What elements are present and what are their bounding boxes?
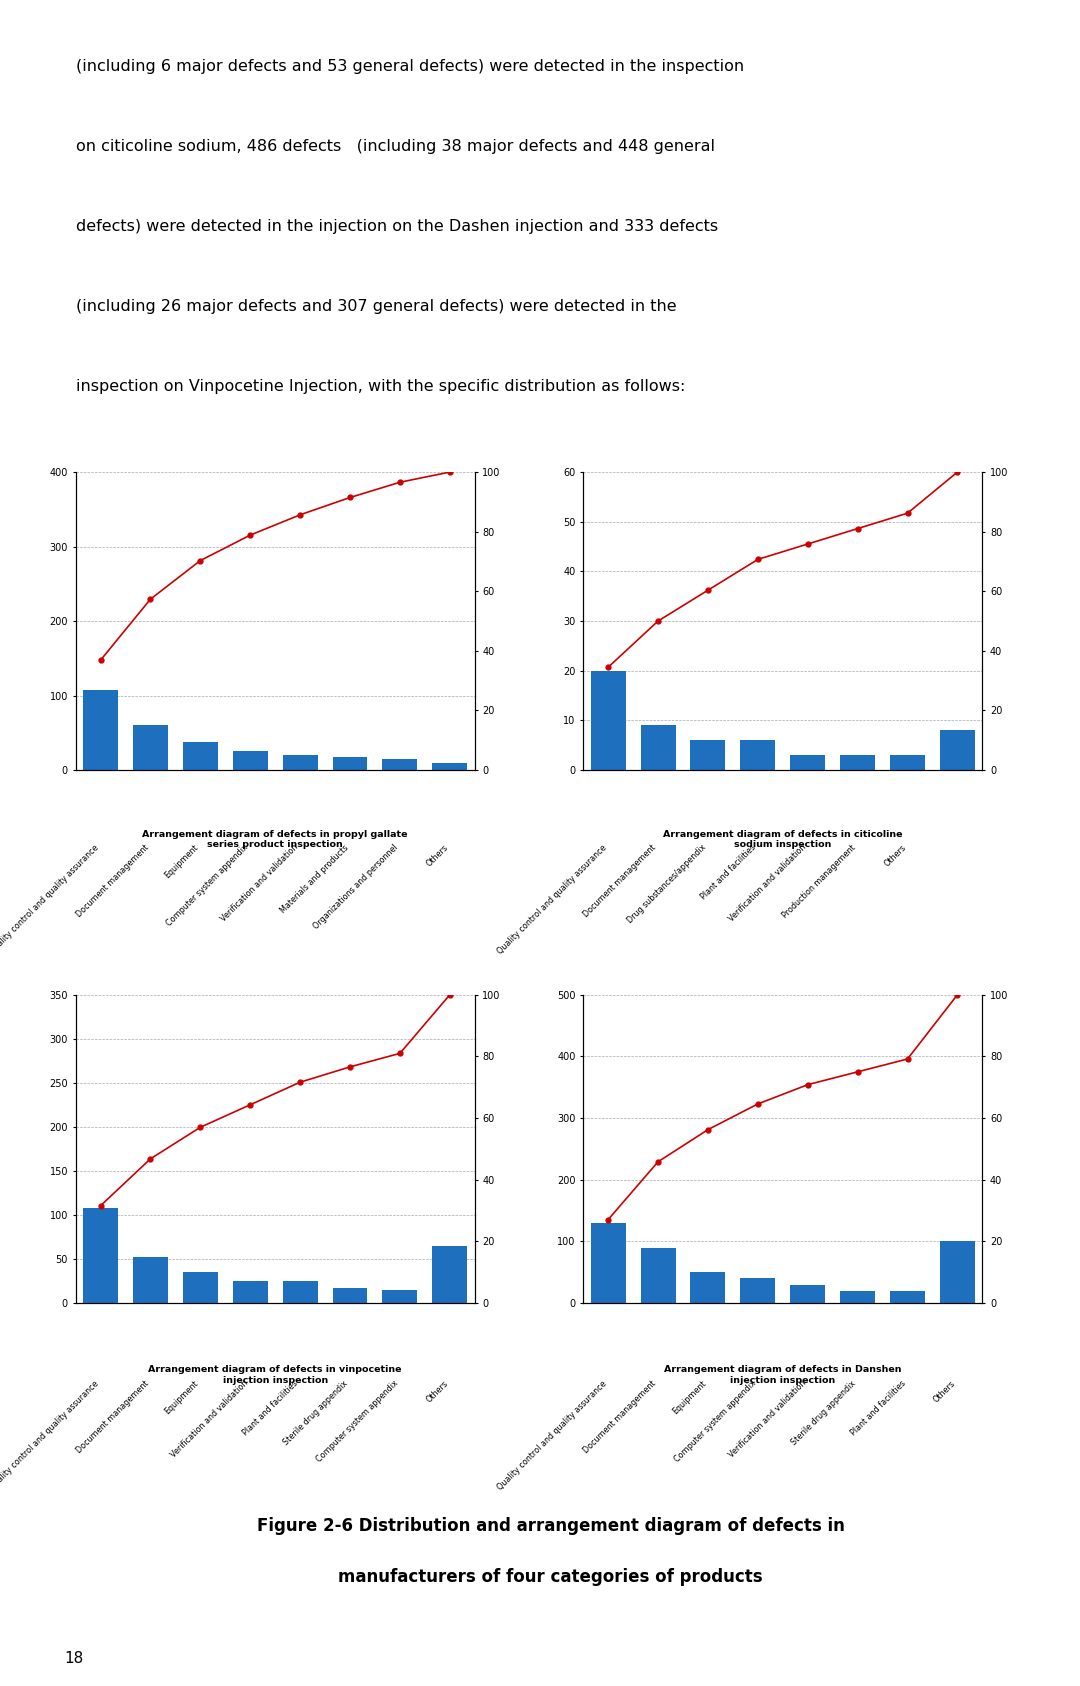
Bar xyxy=(333,1288,367,1303)
Text: Materials and products: Materials and products xyxy=(279,843,350,915)
Text: Arrangement diagram of defects in vinpocetine
injection inspection: Arrangement diagram of defects in vinpoc… xyxy=(148,1366,402,1384)
Text: (including 6 major defects and 53 general defects) were detected in the inspecti: (including 6 major defects and 53 genera… xyxy=(76,59,744,74)
Bar xyxy=(233,1281,268,1303)
Bar xyxy=(640,1248,675,1303)
Bar xyxy=(940,1241,975,1303)
Bar xyxy=(890,755,924,771)
Text: on citicoline sodium, 486 defects   (including 38 major defects and 448 general: on citicoline sodium, 486 defects (inclu… xyxy=(76,140,715,153)
Bar xyxy=(382,759,417,771)
Bar xyxy=(591,1222,625,1303)
Text: Plant and facilities: Plant and facilities xyxy=(849,1379,907,1436)
Text: Arrangement diagram of defects in propyl gallate
series product inspection: Arrangement diagram of defects in propyl… xyxy=(143,830,408,850)
Text: Verification and validation: Verification and validation xyxy=(219,843,300,924)
Text: Quality control and quality assurance: Quality control and quality assurance xyxy=(0,843,100,956)
Text: Others: Others xyxy=(882,843,907,868)
Bar xyxy=(133,1258,167,1303)
Text: Verification and validation: Verification and validation xyxy=(727,843,808,924)
Text: Plant and facilities: Plant and facilities xyxy=(242,1379,300,1436)
Text: defects) were detected in the injection on the Dashen injection and 333 defects: defects) were detected in the injection … xyxy=(76,219,718,234)
Bar xyxy=(690,1273,726,1303)
Bar xyxy=(83,1207,118,1303)
Bar xyxy=(183,742,218,771)
Bar xyxy=(791,1285,825,1303)
Text: Drug substances/appendix: Drug substances/appendix xyxy=(625,843,708,926)
Text: Arrangement diagram of defects in Danshen
injection inspection: Arrangement diagram of defects in Danshe… xyxy=(664,1366,902,1384)
Text: Verification and validation: Verification and validation xyxy=(170,1379,251,1460)
Text: Quality control and quality assurance: Quality control and quality assurance xyxy=(496,843,608,956)
Text: 18: 18 xyxy=(65,1651,84,1666)
Text: Plant and facilities: Plant and facilities xyxy=(699,843,758,902)
Text: Quality control and quality assurance: Quality control and quality assurance xyxy=(496,1379,608,1492)
Text: manufacturers of four categories of products: manufacturers of four categories of prod… xyxy=(338,1568,764,1587)
Bar xyxy=(83,690,118,771)
Bar xyxy=(432,762,468,771)
Bar xyxy=(591,671,625,771)
Bar xyxy=(333,757,367,771)
Text: Figure 2-6 Distribution and arrangement diagram of defects in: Figure 2-6 Distribution and arrangement … xyxy=(257,1517,845,1536)
Text: (including 26 major defects and 307 general defects) were detected in the: (including 26 major defects and 307 gene… xyxy=(76,300,676,314)
Text: Document management: Document management xyxy=(75,843,150,919)
Bar xyxy=(890,1291,924,1303)
Text: Equipment: Equipment xyxy=(163,843,200,880)
Text: Sterile drug appendix: Sterile drug appendix xyxy=(282,1379,350,1447)
Text: Others: Others xyxy=(424,1379,449,1404)
Bar xyxy=(741,1278,775,1303)
Bar xyxy=(840,755,875,771)
Bar xyxy=(183,1273,218,1303)
Bar xyxy=(690,740,726,771)
Text: Sterile drug appendix: Sterile drug appendix xyxy=(789,1379,858,1447)
Text: Document management: Document management xyxy=(582,1379,658,1455)
Text: Computer system appendix: Computer system appendix xyxy=(314,1379,400,1463)
Text: Verification and validation: Verification and validation xyxy=(727,1379,808,1460)
Text: Equipment: Equipment xyxy=(163,1379,200,1416)
Bar xyxy=(283,755,318,771)
Bar xyxy=(791,755,825,771)
Bar xyxy=(741,740,775,771)
Bar xyxy=(382,1290,417,1303)
Text: Document management: Document management xyxy=(582,843,658,919)
Text: Others: Others xyxy=(424,843,449,868)
Text: Others: Others xyxy=(932,1379,957,1404)
Bar xyxy=(940,730,975,771)
Bar xyxy=(283,1281,318,1303)
Text: Arrangement diagram of defects in citicoline
sodium inspection: Arrangement diagram of defects in citico… xyxy=(663,830,903,850)
Text: inspection on Vinpocetine Injection, with the specific distribution as follows:: inspection on Vinpocetine Injection, wit… xyxy=(76,379,685,395)
Bar xyxy=(432,1246,468,1303)
Bar xyxy=(640,725,675,771)
Text: Computer system appendix: Computer system appendix xyxy=(165,843,251,929)
Bar xyxy=(133,725,167,771)
Bar xyxy=(233,752,268,771)
Text: Document management: Document management xyxy=(75,1379,150,1455)
Text: Organizations and personnel: Organizations and personnel xyxy=(312,843,400,931)
Text: Computer system appendix: Computer system appendix xyxy=(673,1379,758,1463)
Text: Equipment: Equipment xyxy=(671,1379,708,1416)
Text: Production management: Production management xyxy=(781,843,858,921)
Text: Quality control and quality assurance: Quality control and quality assurance xyxy=(0,1379,100,1492)
Bar xyxy=(840,1291,875,1303)
